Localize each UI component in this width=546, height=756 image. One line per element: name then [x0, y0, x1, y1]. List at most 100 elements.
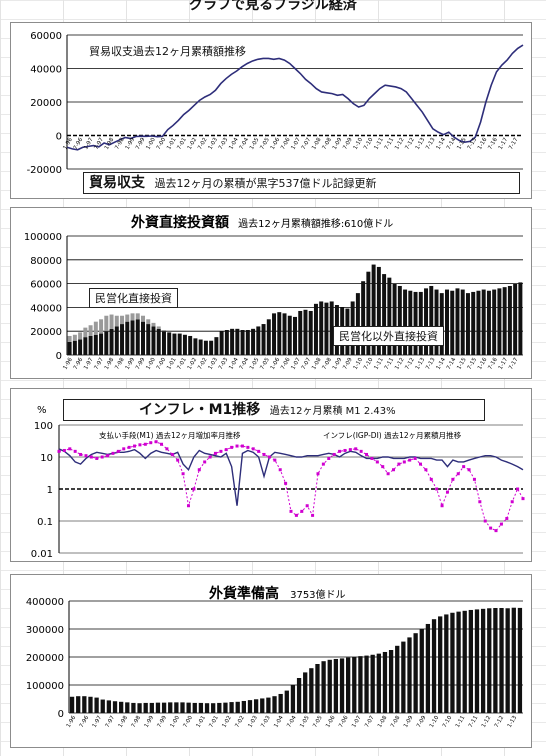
trade-x-tick-label: 7-11 — [384, 137, 395, 151]
reserves-bar — [161, 702, 167, 713]
trade-x-tick-label: 1-17 — [498, 137, 510, 151]
fdi-x-tick-label: 7-96 — [73, 357, 85, 371]
inflation-point — [370, 456, 374, 460]
inflation-point — [251, 447, 255, 451]
page-title: グラフで見るブラジル経済 — [189, 0, 357, 13]
fdi-subtitle: 過去12ヶ月累積額推移:610億ドル — [238, 219, 394, 230]
reserves-bar — [192, 702, 197, 713]
inflation-point — [116, 449, 120, 453]
trade-x-tick-label: 7-98 — [114, 137, 126, 151]
reserves-bar — [431, 619, 437, 713]
reserves-bar — [94, 697, 99, 713]
reserves-bar — [425, 623, 431, 713]
reserves-bar — [186, 702, 191, 713]
reserves-bar — [88, 696, 93, 713]
fdi-privatization-bar — [114, 315, 119, 327]
fdi-x-tick-label: 7-03 — [218, 357, 230, 371]
fdi-x-tick-label: 7-07 — [301, 357, 313, 371]
inflation-point — [418, 462, 422, 466]
reserves-bar — [204, 703, 210, 713]
reserves-x-tick-label: 7-04 — [286, 715, 298, 729]
fdi-bar — [445, 289, 449, 355]
inflation-point — [257, 449, 261, 453]
fdi-bar — [156, 328, 161, 355]
reserves-bar — [253, 699, 259, 713]
fdi-privatization-bar — [156, 326, 161, 329]
fdi-x-tick-label: 7-13 — [425, 357, 437, 371]
fdi-bar — [303, 309, 308, 355]
fdi-bar — [78, 339, 83, 355]
fdi-bar — [518, 282, 523, 355]
reserves-chart: 0 100000 200000 300000 400000 1-96 7-96 1-97 7-9… — [10, 574, 532, 748]
reserves-x-tick-label: 1-02 — [221, 715, 232, 729]
trade-x-tick-label: 7-16 — [487, 137, 499, 151]
fdi-y-tick-label: 0 — [56, 351, 62, 362]
reserves-bar — [456, 611, 461, 713]
fdi-bar — [492, 289, 497, 355]
inflation-point — [143, 442, 147, 446]
trade-x-tick-label: 7-08 — [322, 137, 334, 151]
fdi-title: 外資直接投資額 — [131, 215, 229, 231]
trade-x-tick-label: 7-17 — [508, 137, 520, 151]
trade-x-tick-label: 7-00 — [156, 137, 168, 151]
fdi-privatization-bar — [72, 334, 77, 341]
inflation-point — [316, 472, 320, 476]
inflation-point — [440, 504, 444, 508]
fdi-x-tick-label: 7-02 — [197, 357, 208, 371]
inflation-point — [435, 487, 439, 491]
fdi-bar — [403, 289, 408, 355]
trade-x-tick-label: 7-02 — [197, 137, 208, 151]
reserves-bar — [106, 700, 112, 713]
fdi-x-tick-label: 7-98 — [114, 357, 126, 371]
inflation-point — [62, 448, 66, 452]
reserves-x-tick-label: 1-99 — [144, 715, 156, 729]
reserves-bar — [474, 609, 480, 713]
fdi-y-tick-label: 20000 — [30, 327, 62, 338]
fdi-privatization-bar — [109, 314, 114, 329]
fdi-bar — [130, 320, 135, 355]
fdi-x-tick-label: 7-99 — [135, 357, 147, 371]
fdi-bar — [455, 288, 460, 355]
reserves-bar — [260, 698, 265, 713]
reserves-bar — [419, 629, 424, 713]
fdi-chart: 0 20000 40000 60000 80000 100000 1-96 7-96 1-97 7… — [10, 207, 532, 379]
inflation-point — [133, 444, 137, 448]
inflation-point — [467, 468, 471, 472]
inflation-point — [359, 449, 363, 453]
reserves-bar — [82, 696, 87, 713]
trade-x-tick-label: 7-07 — [301, 137, 313, 151]
trade-x-tick-label: 7-97 — [94, 137, 106, 151]
reserves-bar — [517, 607, 523, 713]
reserves-bar — [272, 696, 277, 713]
fdi-privatization-bar — [141, 315, 145, 322]
fdi-bar — [502, 287, 507, 355]
fdi-x-tick-label: 1-01 — [166, 357, 177, 371]
trade-x-tick-label: 7-03 — [218, 137, 230, 151]
fdi-bar — [298, 310, 303, 355]
fdi-bar — [313, 303, 318, 355]
fdi-privatization-bar — [120, 315, 125, 325]
inflation-point — [381, 465, 385, 469]
fdi-bar — [177, 333, 182, 355]
trade-x-tick-label: 7-06 — [280, 137, 292, 151]
inflation-point — [386, 472, 390, 476]
fdi-bar — [104, 331, 109, 355]
trade-x-tick-label: 1-09 — [332, 137, 344, 151]
reserves-bar — [217, 702, 222, 713]
reserves-bar — [352, 657, 357, 713]
inflation-point — [176, 458, 180, 462]
inflation-point — [106, 454, 110, 458]
reserves-x-tick-label: 7-98 — [131, 715, 143, 729]
fdi-bar — [93, 334, 98, 355]
reserves-bar — [499, 608, 504, 713]
fdi-bar — [240, 330, 245, 355]
inflation-point — [332, 452, 336, 456]
reserves-y-tick-label: 200000 — [26, 653, 64, 664]
fdi-bar — [272, 313, 277, 355]
inflation-point — [79, 452, 83, 456]
reserves-bar — [309, 668, 314, 713]
inflation-caption: インフレ・M1推移 過去12ヶ月累積 M1 2.43% — [63, 399, 485, 421]
reserves-x-tick-label: 1-10 — [429, 715, 441, 729]
reserves-x-tick-label: 1-03 — [247, 715, 259, 729]
fdi-y-tick-label: 80000 — [30, 256, 62, 267]
